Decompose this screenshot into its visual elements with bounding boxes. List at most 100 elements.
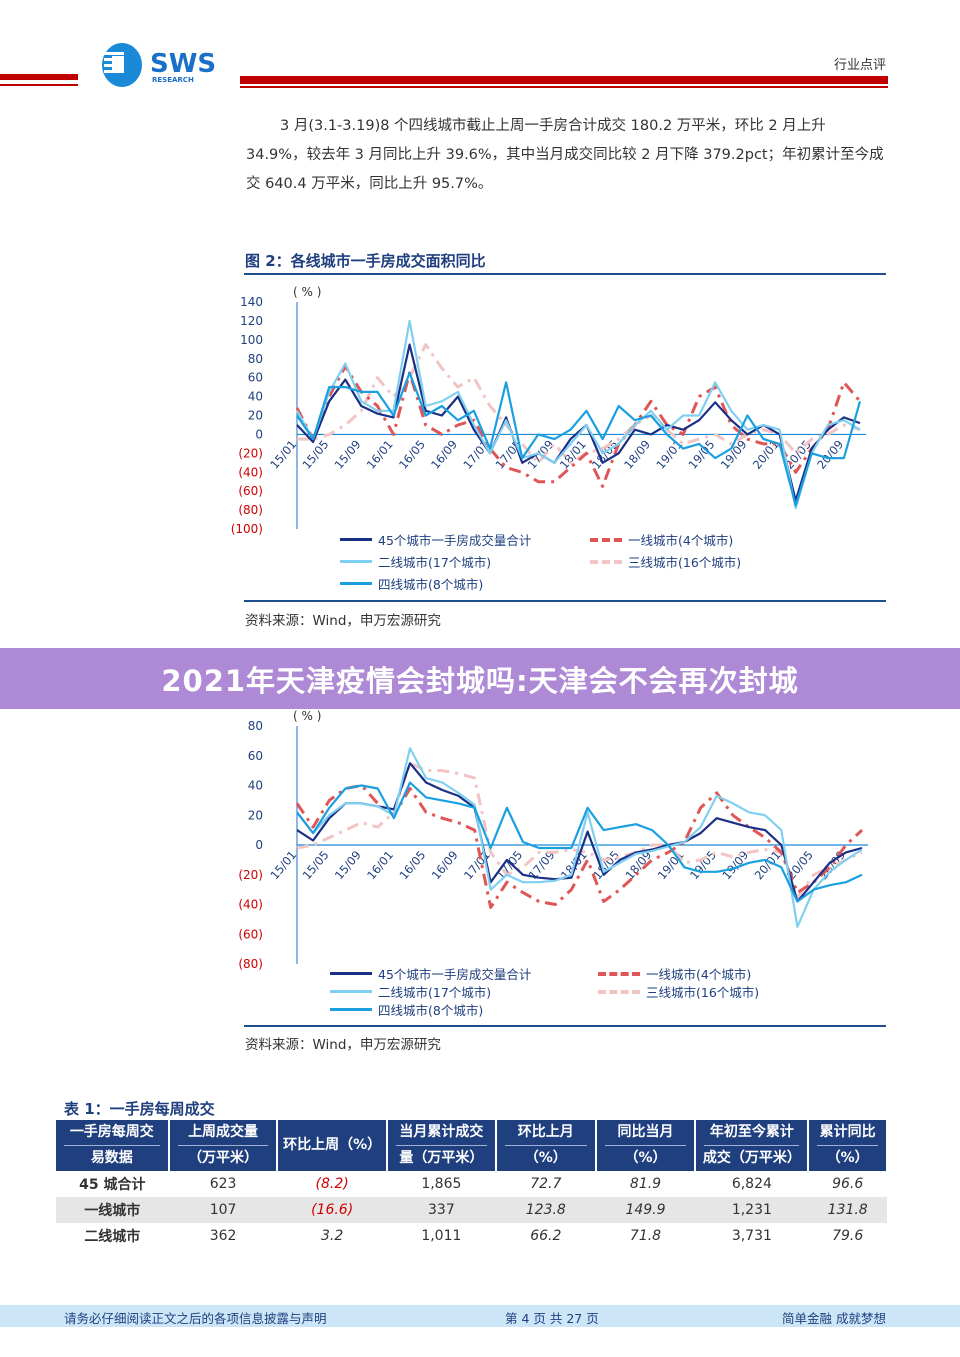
footer-slogan: 简单金融 成就梦想 xyxy=(782,1311,886,1326)
unit-label: ( % ) xyxy=(293,709,321,723)
column-header-text: 年初至今累计 xyxy=(704,1120,800,1146)
column-header: 一手房每周交 易数据 xyxy=(56,1120,170,1171)
y-tick-label: (20) xyxy=(238,446,263,460)
table-cell: 362 xyxy=(209,1228,237,1244)
figure-rule xyxy=(244,273,886,275)
series-line-0 xyxy=(296,343,861,502)
chart-weekly-yoy: ( % ) 140 120 100 80 60 40 20 0 (20) (40) (60) (80) (… xyxy=(231,285,866,536)
table-cell: 107 xyxy=(168,1197,278,1223)
x-tick-label: 16/09 xyxy=(428,437,460,471)
table-cell: 71.8 xyxy=(629,1228,662,1244)
page-footer: 请务必仔细阅读正文之后的各项信息披露与声明 第 4 页 共 27 页 简单金融 … xyxy=(0,1305,960,1327)
column-header: 当月累计成交 量（万平米） xyxy=(386,1120,497,1171)
y-tick-label: (40) xyxy=(238,465,263,479)
y-tick-label: 60 xyxy=(248,749,263,763)
svg-text:SWS: SWS xyxy=(150,49,216,79)
y-tick-label: 40 xyxy=(248,390,263,404)
y-tick-label: (40) xyxy=(238,898,263,912)
x-tick-label: 16/05 xyxy=(396,437,428,471)
table-cell: (8.2) xyxy=(315,1176,349,1192)
column-header: 年初至今累计成交（万平米） xyxy=(695,1120,810,1171)
x-tick-label: 15/01 xyxy=(267,437,299,471)
unit-label: ( % ) xyxy=(293,285,321,299)
column-header: 上周成交量 （万平米） xyxy=(168,1120,279,1171)
x-tick-label: 16/01 xyxy=(364,848,396,882)
y-tick-label: 0 xyxy=(255,427,263,441)
y-tick-label: 120 xyxy=(240,314,263,328)
x-tick-label: 15/05 xyxy=(300,848,332,882)
table-cell: 66.2 xyxy=(530,1228,562,1244)
column-header-text: （万平米） xyxy=(188,1150,259,1166)
footer-disclaimer: 请务必仔细阅读正文之后的各项信息披露与声明 xyxy=(64,1311,327,1326)
header-bar-left-thin xyxy=(0,84,78,86)
series-line-2 xyxy=(297,343,861,465)
table-cell: 3,731 xyxy=(731,1228,772,1244)
table-cell: 二线城市 xyxy=(84,1229,141,1245)
figure-rule xyxy=(244,600,886,602)
x-tick-label: 15/01 xyxy=(267,848,299,882)
column-header-text: 上周成交量 xyxy=(177,1120,269,1146)
column-header-text: （%） xyxy=(624,1150,667,1166)
x-tick-label: 16/05 xyxy=(396,848,428,882)
table-cell: 623 xyxy=(209,1176,237,1192)
y-tick-label: (80) xyxy=(238,503,263,517)
y-tick-label: (80) xyxy=(238,957,263,971)
table-cell: 72.7 xyxy=(530,1176,562,1192)
y-tick-label: (60) xyxy=(238,927,263,941)
table-row: 二线城市 362 3.2 1,011 66.2 71.8 3,731 79.6 xyxy=(56,1223,887,1249)
table-cell: (16.6) xyxy=(277,1197,387,1223)
weekly-transactions-table: 一手房每周交 易数据 上周成交量 （万平米） 环比上周（%） 当月累计成交 量（万平米） 环比… xyxy=(56,1120,888,1249)
header-bar xyxy=(240,76,888,84)
column-header-text: 同比当月 xyxy=(604,1120,687,1146)
figure-title: 图 2：各线城市一手房成交面积同比 xyxy=(245,252,486,270)
table-cell: 3.2 xyxy=(321,1228,344,1244)
sws-logo: SWS RESEARCH xyxy=(100,42,230,88)
series-line-1 xyxy=(295,364,862,488)
y-tick-label: 100 xyxy=(240,333,263,347)
table-cell: 6,824 xyxy=(731,1176,772,1192)
table-cell: 131.8 xyxy=(808,1197,887,1223)
x-tick-label: 15/09 xyxy=(332,437,364,471)
report-type: 行业点评 xyxy=(833,58,886,73)
y-tick-label: (20) xyxy=(238,868,263,882)
y-tick-label: (100) xyxy=(231,522,263,536)
page-number: 第 4 页 共 27 页 xyxy=(505,1311,599,1326)
column-header: 累计同比 （%） xyxy=(808,1120,888,1171)
table-row: 45 城合计 623 (8.2) 1,865 72.7 81.9 6,824 96.6 xyxy=(56,1171,887,1197)
series-line-0 xyxy=(296,762,863,903)
table-cell: 96.6 xyxy=(832,1176,864,1192)
x-tick-label: 15/05 xyxy=(299,437,331,471)
y-tick-label: 20 xyxy=(248,409,263,423)
figure-source: 资料来源：Wind，申万宏源研究 xyxy=(245,613,441,629)
series-line-4 xyxy=(296,781,863,903)
column-header-text: 易数据 xyxy=(90,1150,133,1166)
svg-text:RESEARCH: RESEARCH xyxy=(152,76,194,84)
series-line-4 xyxy=(296,371,862,507)
header-bar-thin xyxy=(240,86,888,88)
table-cell: 149.9 xyxy=(595,1197,696,1223)
table-cell: 337 xyxy=(386,1197,496,1223)
table-cell: 123.8 xyxy=(495,1197,596,1223)
y-tick-label: (60) xyxy=(238,484,263,498)
title-banner: 2021年天津疫情会封城吗:天津会不会再次封城 xyxy=(0,648,960,709)
y-tick-label: 60 xyxy=(248,371,263,385)
table-cell: 1,865 xyxy=(421,1176,462,1192)
table-cell: 81.9 xyxy=(629,1176,662,1192)
y-tick-label: 140 xyxy=(240,295,263,309)
column-header-text: 环比上月 xyxy=(504,1120,587,1146)
column-header: 环比上周（%） xyxy=(277,1120,388,1171)
column-header-text: 成交（万平米） xyxy=(702,1150,801,1166)
y-tick-label: 40 xyxy=(248,779,263,793)
chart-legend: 45个城市一手房成交量合计 一线城市(4个城市) 二线城市(17个城市) 三线城… xyxy=(330,964,870,1024)
column-header: 同比当月 （%） xyxy=(595,1120,697,1171)
y-tick-label: 20 xyxy=(248,808,263,822)
column-header-text: 一手房每周交 xyxy=(64,1120,160,1146)
column-header: 环比上月 （%） xyxy=(495,1120,597,1171)
x-tick-label: 15/09 xyxy=(332,848,364,882)
series-line-2 xyxy=(296,761,863,899)
y-tick-label: 80 xyxy=(248,352,263,366)
table-cell: 1,231 xyxy=(695,1197,809,1223)
header-bar-left xyxy=(0,74,78,80)
chart-legend: 45个城市一手房成交量合计 一线城市(4个城市) 二线城市(17个城市) 三线城… xyxy=(340,530,880,592)
table-cell: 一线城市 xyxy=(56,1197,169,1223)
